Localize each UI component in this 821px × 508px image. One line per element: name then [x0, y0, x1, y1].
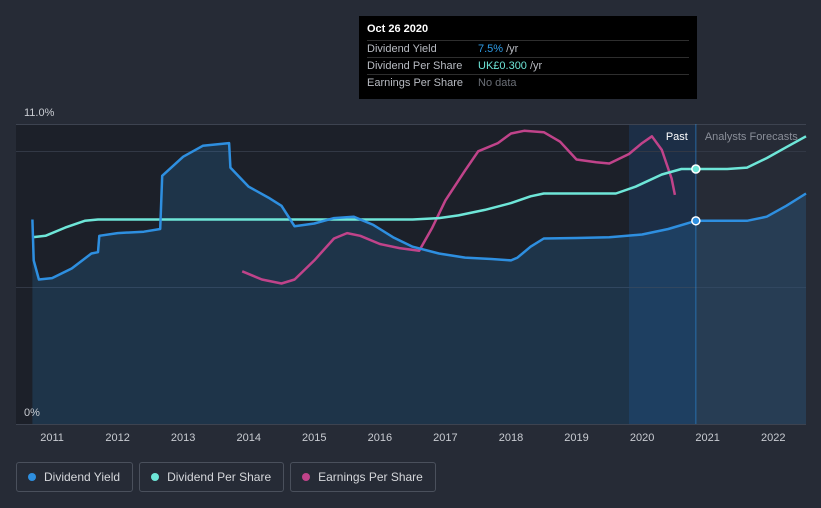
x-tick-label: 2013 [171, 432, 195, 444]
x-axis-ticks: 2011 2012 2013 2014 2015 2016 2017 2018 2019 2020… [40, 432, 785, 444]
dividend-yield-area [32, 143, 806, 424]
legend-item-earnings-per-share[interactable]: Earnings Per Share [290, 462, 436, 492]
tooltip: Oct 26 2020 Dividend Yield 7.5% /yr Divi… [359, 16, 697, 99]
dividend-per-share-marker[interactable] [691, 164, 701, 174]
tooltip-row-dividend-yield: Dividend Yield 7.5% /yr [367, 40, 689, 57]
forecast-region-label: Analysts Forecasts [705, 131, 798, 143]
x-tick-label: 2011 [40, 432, 64, 444]
tooltip-label: Dividend Yield [367, 43, 437, 55]
legend-dot-icon [28, 473, 36, 481]
legend-label: Dividend Per Share [167, 470, 272, 484]
y-tick-label-min: 0% [24, 407, 40, 419]
past-region-label: Past [666, 131, 688, 143]
x-tick-label: 2019 [564, 432, 588, 444]
x-tick-label: 2012 [105, 432, 129, 444]
x-tick-label: 2022 [761, 432, 785, 444]
tooltip-date: Oct 26 2020 [367, 23, 429, 35]
tooltip-value: 7.5% [478, 43, 504, 55]
tooltip-unit: /yr [506, 43, 519, 55]
x-tick-label: 2018 [499, 432, 523, 444]
y-tick-label-max: 11.0% [24, 107, 55, 119]
dividend-yield-line [31, 141, 807, 281]
legend-dot-icon [151, 473, 160, 481]
legend-label: Earnings Per Share [318, 470, 423, 484]
tooltip-label: Earnings Per Share [367, 77, 463, 89]
legend: Dividend Yield Dividend Per Share Earnin… [16, 462, 436, 492]
past-region-background [16, 124, 696, 424]
earnings-per-share-line [241, 129, 677, 285]
x-tick-label: 2014 [236, 432, 260, 444]
x-tick-label: 2015 [302, 432, 326, 444]
dividend-per-share-line [32, 135, 807, 239]
tooltip-value: No data [478, 77, 517, 89]
legend-label: Dividend Yield [44, 470, 121, 484]
legend-dot-icon [302, 473, 311, 481]
dividend-yield-marker[interactable] [691, 216, 701, 226]
tooltip-label: Dividend Per Share [367, 60, 463, 72]
tooltip-value: UK£0.300 [478, 60, 527, 72]
x-tick-label: 2021 [695, 432, 719, 444]
x-tick-label: 2016 [368, 432, 392, 444]
x-tick-label: 2017 [433, 432, 457, 444]
legend-item-dividend-per-share[interactable]: Dividend Per Share [139, 462, 285, 492]
tooltip-unit: /yr [529, 60, 543, 72]
legend-item-dividend-yield[interactable]: Dividend Yield [16, 462, 134, 492]
tooltip-row-dividend-per-share: Dividend Per Share UK£0.300 /yr [367, 57, 689, 74]
x-tick-label: 2020 [630, 432, 654, 444]
tooltip-row-earnings-per-share: Earnings Per Share No data [367, 74, 689, 91]
